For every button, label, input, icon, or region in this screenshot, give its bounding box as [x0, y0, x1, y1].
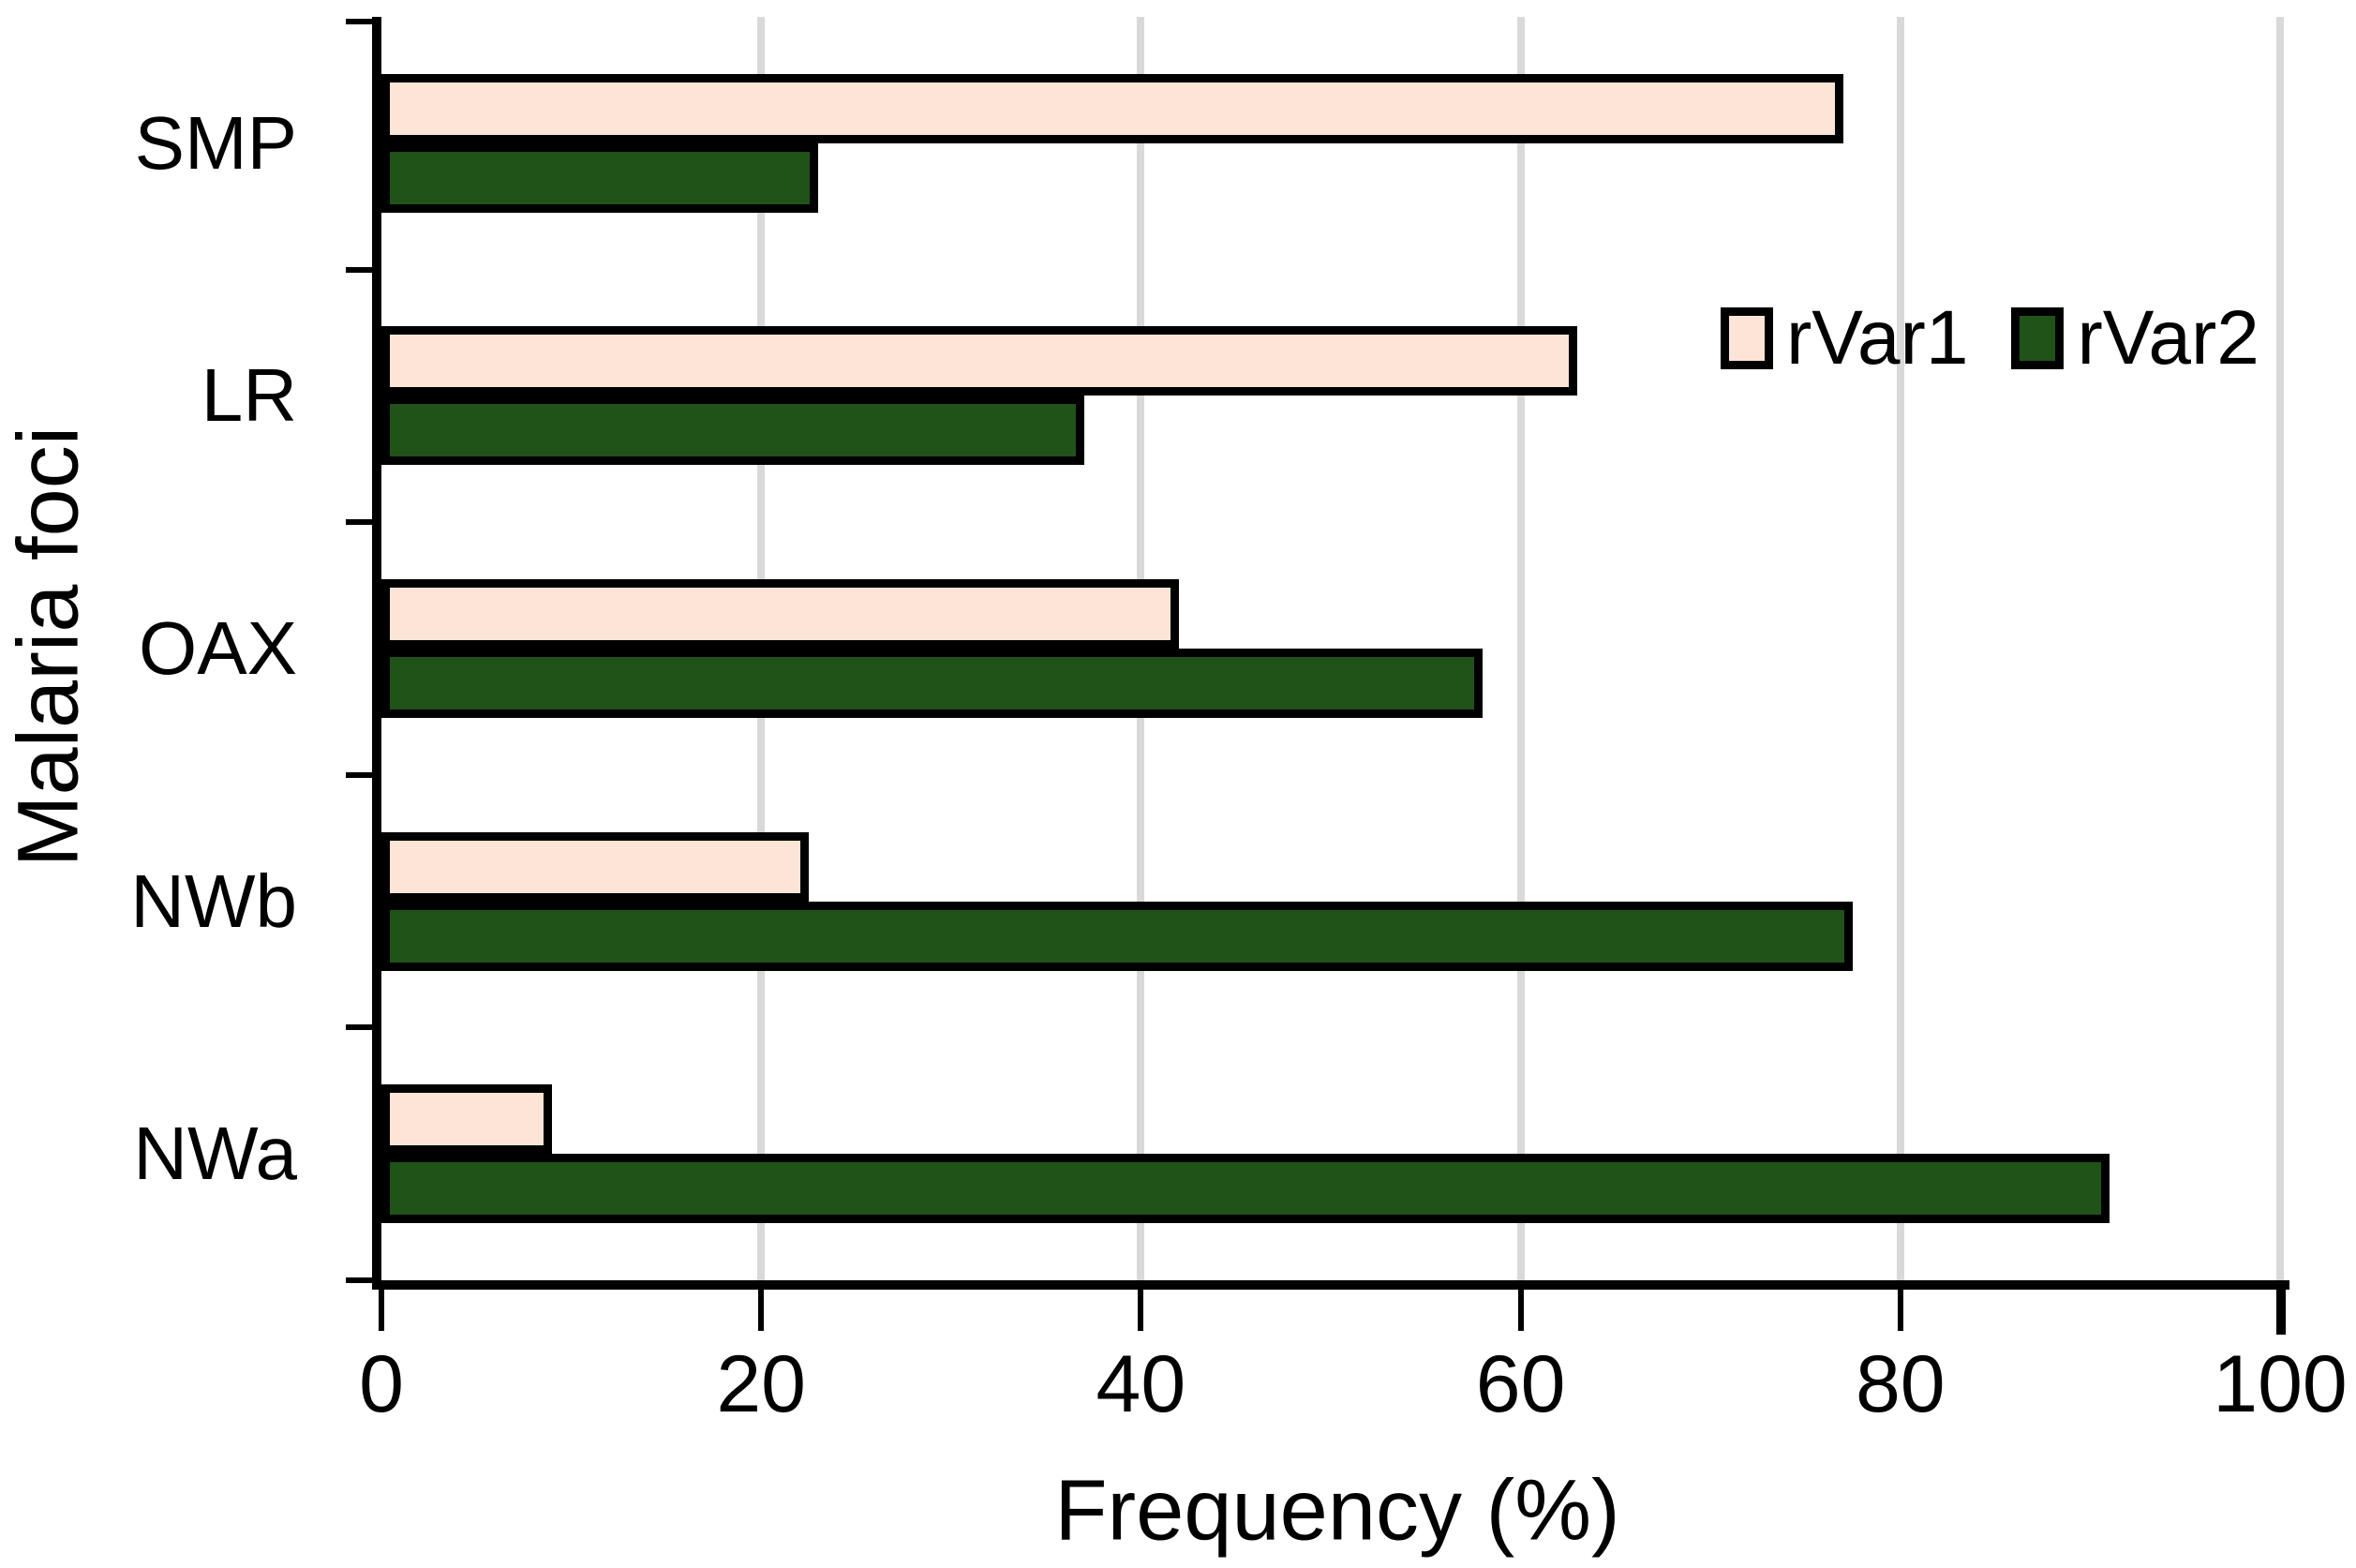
bar-rVar1-NWb: [381, 831, 809, 902]
x-axis-title: Frequency (%): [1054, 1462, 1620, 1559]
legend-item-rVar1: rVar1: [1721, 296, 1968, 381]
gridline-60: [1516, 17, 1525, 1280]
y-axis-tick: [346, 771, 372, 778]
bar-rVar1-NWa: [381, 1084, 553, 1155]
x-tick-label-80: 80: [1855, 1339, 1946, 1429]
y-axis-tick: [346, 266, 372, 273]
x-tick-label-60: 60: [1475, 1339, 1566, 1429]
gridline-80: [1896, 17, 1904, 1280]
legend-item-rVar2: rVar2: [2011, 296, 2259, 381]
x-tick-label-20: 20: [716, 1339, 807, 1429]
x-axis-tick-60: [1517, 1290, 1524, 1331]
bar-rVar2-NWb: [381, 901, 1854, 971]
y-axis-tick: [346, 1277, 372, 1283]
category-label-NWb: NWb: [130, 859, 297, 943]
bar-rVar1-LR: [381, 326, 1578, 396]
category-label-OAX: OAX: [139, 606, 297, 690]
x-tick-label-100: 100: [2213, 1339, 2348, 1429]
category-label-NWa: NWa: [133, 1112, 297, 1196]
x-axis-line: [372, 1280, 2289, 1290]
bar-rVar2-LR: [381, 396, 1084, 466]
x-tick-label-0: 0: [359, 1339, 404, 1429]
x-tick-label-40: 40: [1096, 1339, 1186, 1429]
bar-rVar2-OAX: [381, 649, 1484, 718]
legend-label-rVar2: rVar2: [2077, 295, 2259, 381]
bar-rVar1-SMP: [381, 73, 1844, 143]
x-axis-tick-80: [1897, 1290, 1903, 1331]
legend: rVar1 rVar2: [1721, 296, 2303, 381]
category-label-SMP: SMP: [134, 100, 297, 185]
legend-swatch-rVar2: [2011, 307, 2065, 369]
bar-rVar2-NWa: [381, 1154, 2110, 1224]
bar-rVar1-OAX: [381, 579, 1179, 649]
legend-label-rVar1: rVar1: [1786, 295, 1969, 381]
x-axis-tick-0: [379, 1290, 384, 1331]
x-axis-tick-40: [1138, 1290, 1144, 1331]
x-axis-tick-20: [758, 1290, 765, 1331]
gridline-100: [2276, 17, 2284, 1280]
bar-rVar2-SMP: [381, 142, 818, 213]
y-axis-tick: [346, 19, 372, 24]
y-axis-tick: [346, 519, 372, 526]
category-label-LR: LR: [201, 353, 297, 438]
plot-area: 0 20 40 60 80 100 SMP LR OAX NWb NWa: [130, 17, 2348, 1429]
y-axis-line: [372, 17, 381, 1290]
x-axis-end-tick: [2276, 1280, 2286, 1335]
legend-swatch-rVar1: [1721, 307, 1773, 369]
y-axis-tick: [346, 1024, 372, 1031]
